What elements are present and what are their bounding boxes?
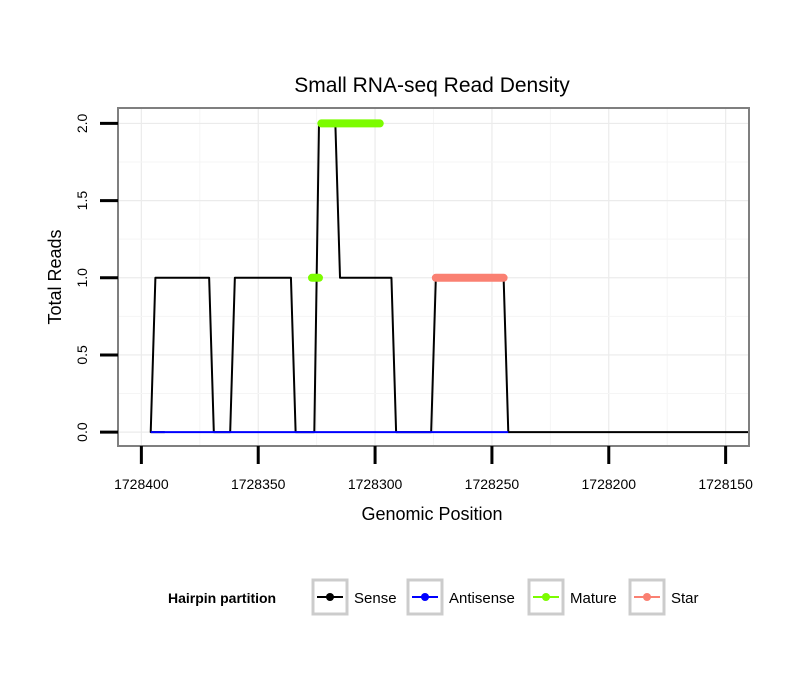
legend-label-mature: Mature (570, 590, 617, 607)
legend-label-star: Star (671, 590, 699, 607)
y-axis-label: Total Reads (45, 229, 65, 324)
legend-key-dot (542, 593, 550, 601)
legend-label-sense: Sense (354, 590, 397, 607)
x-tick-label: 1728250 (465, 476, 520, 492)
y-tick-label: 0.5 (74, 345, 90, 365)
y-tick-label: 1.5 (74, 191, 90, 211)
y-tick-label: 1.0 (74, 268, 90, 288)
x-tick-label: 1728150 (698, 476, 753, 492)
legend: Hairpin partition Sense Antisense Mature St… (168, 578, 699, 616)
y-axis: 0.0 0.5 1.0 1.5 2.0 (74, 113, 118, 442)
x-tick-label: 1728300 (348, 476, 403, 492)
x-tick-label: 1728200 (582, 476, 637, 492)
legend-key-dot (326, 593, 334, 601)
chart-title: Small RNA-seq Read Density (294, 74, 570, 97)
y-tick-label: 0.0 (74, 422, 90, 442)
legend-entries: Sense Antisense Mature Star (311, 578, 699, 616)
legend-title: Hairpin partition (168, 590, 276, 606)
y-tick-label: 2.0 (74, 113, 90, 133)
legend-key-dot (421, 593, 429, 601)
x-axis-label: Genomic Position (361, 504, 502, 524)
x-tick-label: 1728400 (114, 476, 169, 492)
legend-key-dot (643, 593, 651, 601)
x-axis: 1728400 1728350 1728300 1728250 1728200 17281… (114, 446, 753, 492)
series-layer (149, 119, 749, 434)
legend-label-antisense: Antisense (449, 590, 515, 607)
x-tick-label: 1728350 (231, 476, 286, 492)
